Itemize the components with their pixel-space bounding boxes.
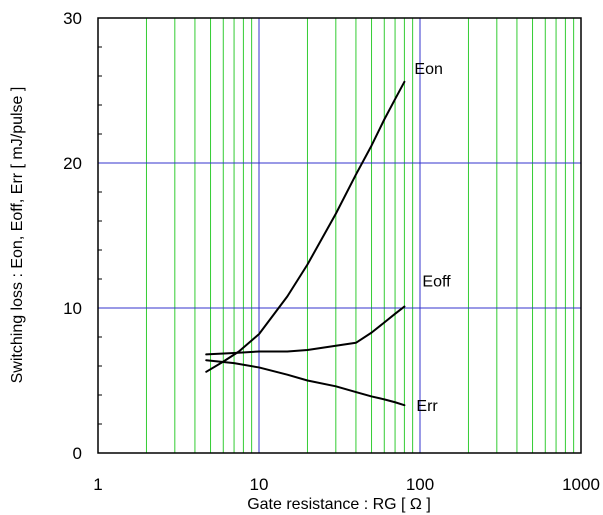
series-line-eoff bbox=[205, 305, 406, 356]
y-axis-title: Switching loss : Eon, Eoff, Err [ mJ/pul… bbox=[9, 87, 26, 384]
gridlines bbox=[98, 18, 581, 453]
series-label-err: Err bbox=[416, 398, 438, 415]
x-tick-label: 100 bbox=[406, 475, 434, 494]
y-tick-label: 30 bbox=[63, 9, 82, 28]
x-tick-label: 1000 bbox=[562, 475, 600, 494]
series-label-eon: Eon bbox=[414, 61, 442, 78]
y-tick-label: 0 bbox=[73, 444, 82, 463]
x-tick-label: 10 bbox=[250, 475, 269, 494]
x-tick-labels: 1 10 100 1000 bbox=[93, 475, 600, 494]
y-tick-label: 10 bbox=[63, 299, 82, 318]
plot-frame bbox=[97, 17, 582, 454]
series-line-eon bbox=[205, 80, 406, 373]
y-tick-label: 20 bbox=[63, 154, 82, 173]
series-label-eoff: Eoff bbox=[422, 274, 451, 291]
series-line-err bbox=[205, 359, 406, 407]
x-tick-label: 1 bbox=[93, 475, 102, 494]
y-tick-labels: 0 10 20 30 bbox=[63, 9, 82, 463]
series-lines bbox=[205, 80, 406, 407]
series-labels: Eon Eoff Err bbox=[414, 61, 451, 415]
x-axis-title: Gate resistance : RG [ Ω ] bbox=[247, 496, 431, 513]
